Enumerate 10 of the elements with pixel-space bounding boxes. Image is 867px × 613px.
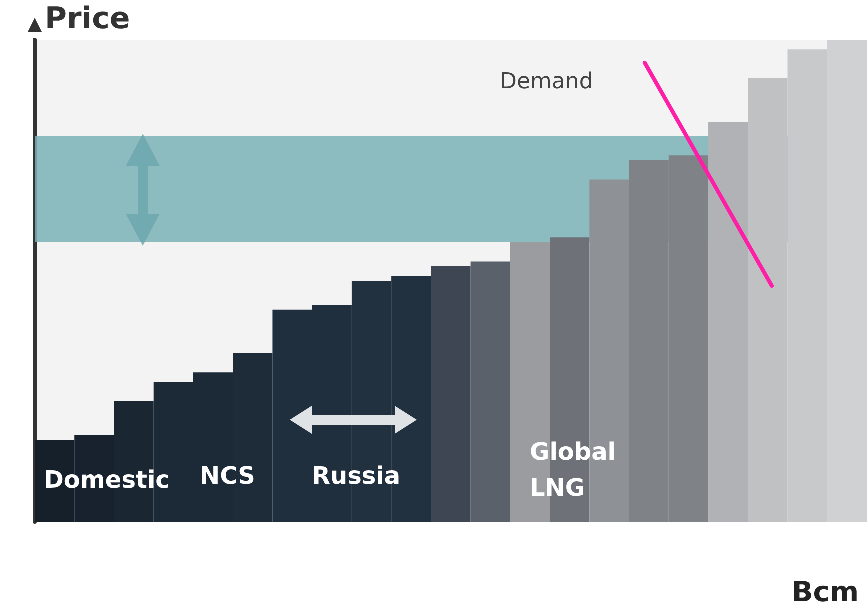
x-axis-title: Bcm <box>792 576 860 608</box>
annotation: Russia <box>312 462 401 490</box>
annotation: Demand <box>500 70 594 94</box>
annotation: Domestic <box>44 466 170 494</box>
annotation: NCS <box>200 462 256 490</box>
bar <box>431 266 471 522</box>
annotation: Global LNG <box>530 438 616 502</box>
bar <box>470 262 510 522</box>
y-axis-title: Price <box>45 2 130 36</box>
bar <box>708 122 748 522</box>
